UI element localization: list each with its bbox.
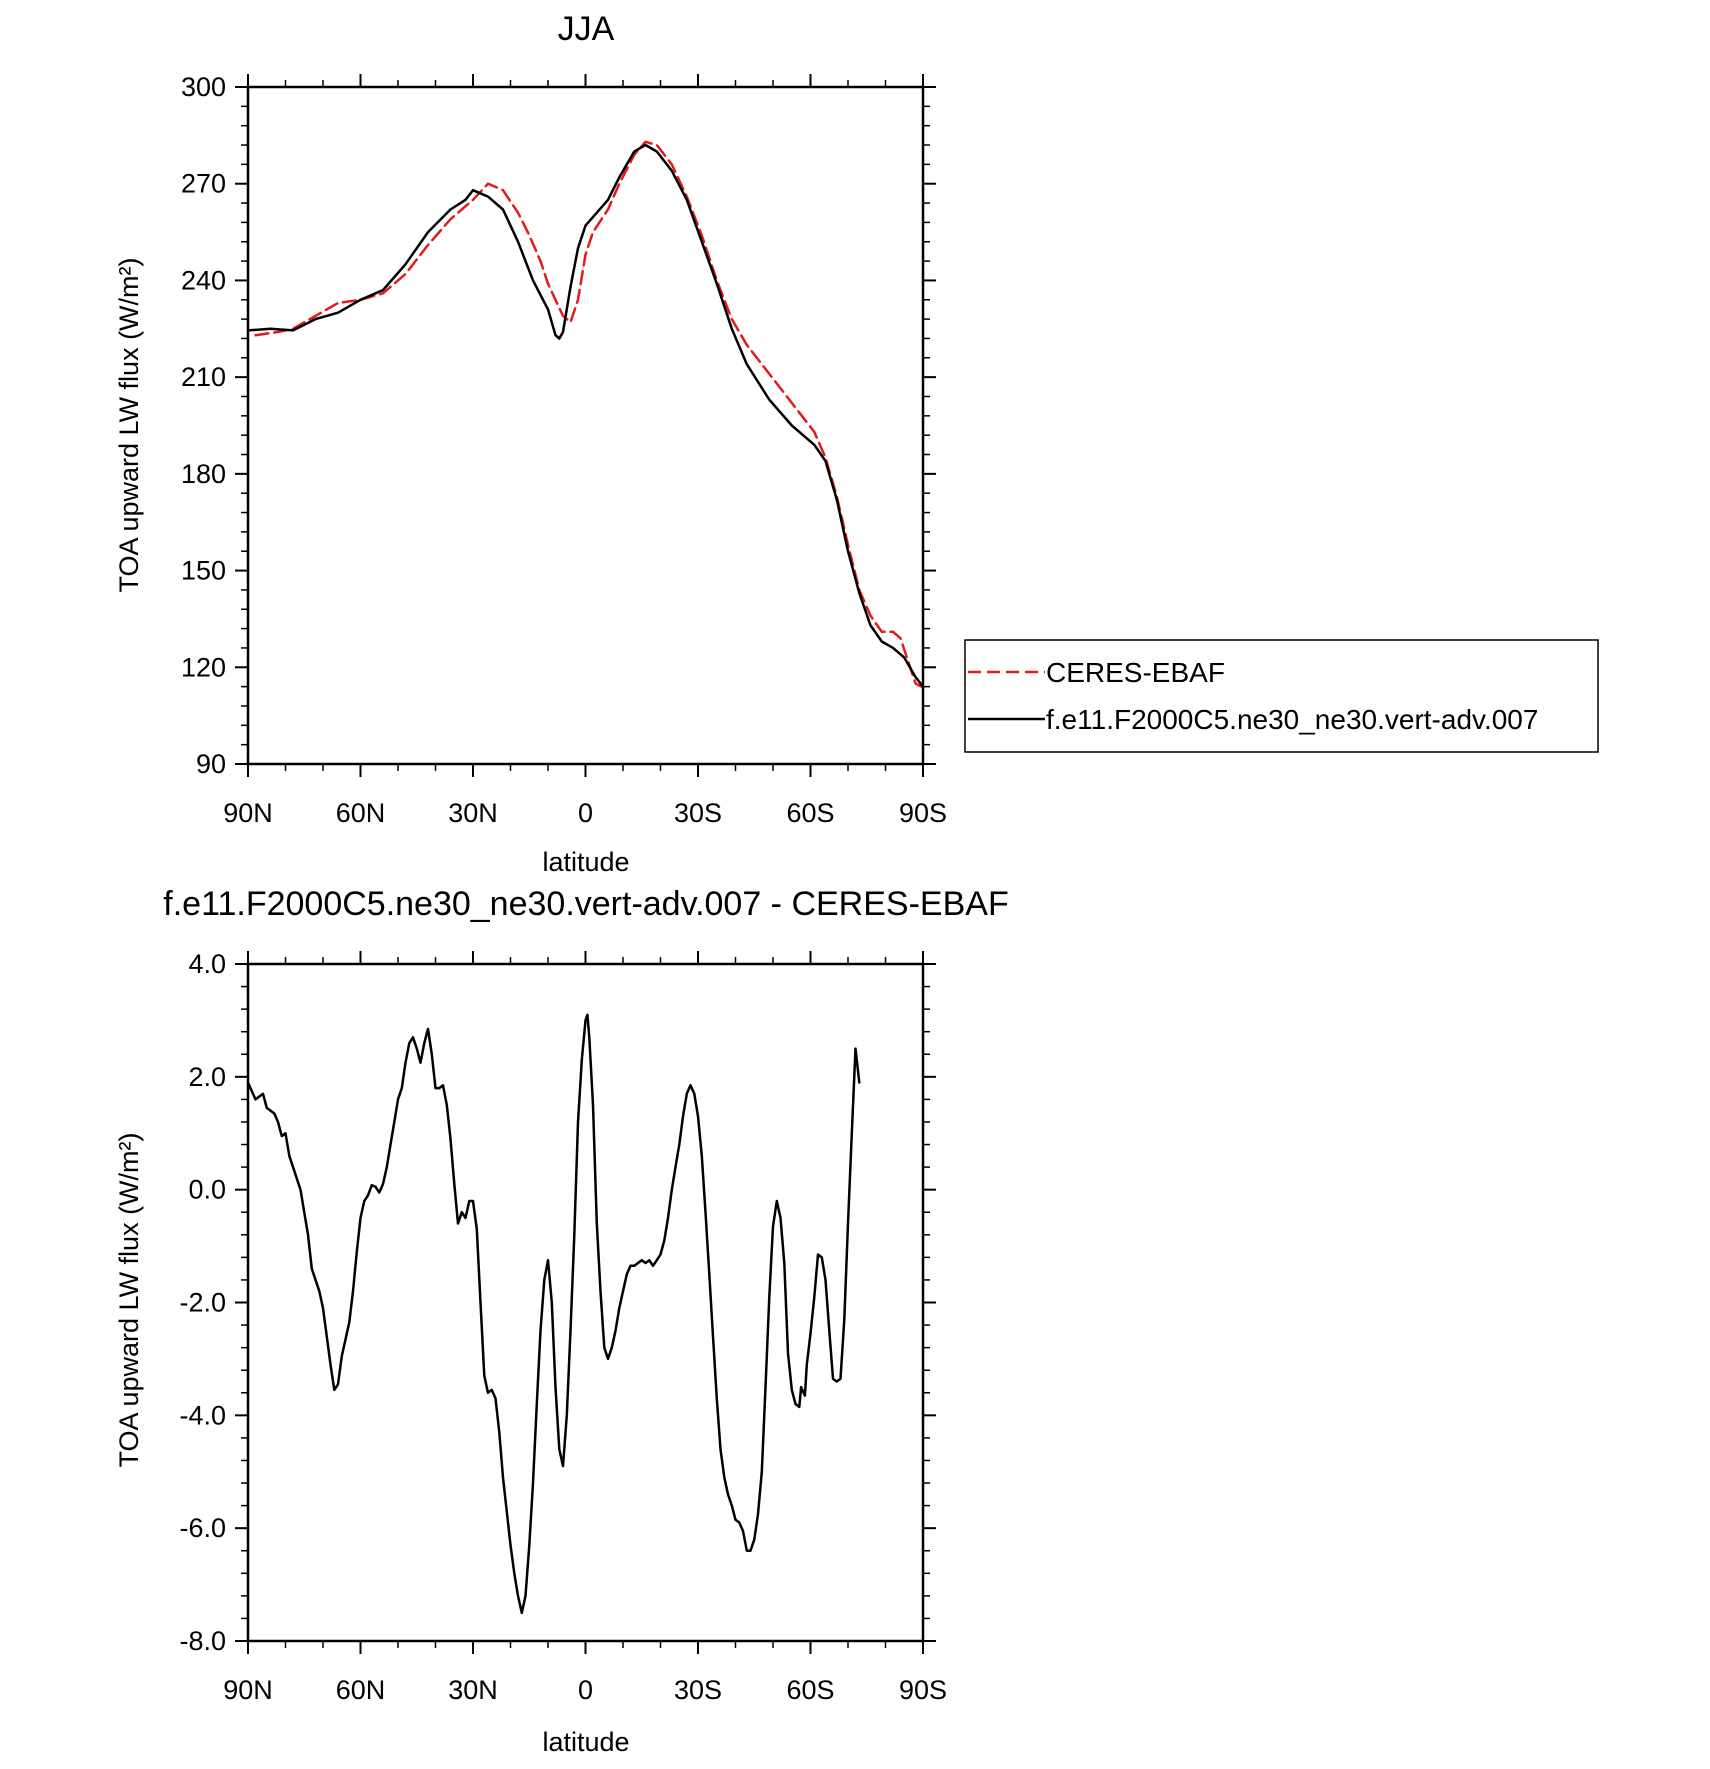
top-x-tick-label: 30S	[674, 798, 722, 828]
bottom-y-tick-label: -4.0	[179, 1400, 226, 1430]
top-x-tick-label: 90S	[899, 798, 947, 828]
bottom-x-tick-labels: 90N 60N 30N 0 30S 60S 90S	[223, 1675, 947, 1705]
top-y-tick-label: 150	[181, 556, 226, 586]
top-y-tick-label: 180	[181, 459, 226, 489]
bottom-axis-ticks	[235, 951, 936, 1654]
bottom-x-tick-label: 90N	[223, 1675, 273, 1705]
top-series-line-ceres	[254, 140, 923, 688]
top-chart-title: JJA	[558, 10, 615, 48]
bottom-x-tick-label: 90S	[899, 1675, 947, 1705]
top-x-tick-label: 60S	[786, 798, 834, 828]
bottom-y-tick-label: -8.0	[179, 1626, 226, 1656]
top-plot-frame	[246, 85, 925, 766]
bottom-y-tick-label: 2.0	[188, 1062, 226, 1092]
top-panel: JJA 90 120 150 180 210 240 270 300 90N 60N 30N 0 30…	[114, 10, 1599, 877]
top-y-tick-labels: 90 120 150 180 210 240 270 300	[181, 72, 226, 779]
top-series-line-model	[246, 143, 925, 688]
top-y-tick-label: 120	[181, 652, 226, 682]
top-series-lines	[246, 140, 925, 688]
top-y-tick-label: 300	[181, 72, 226, 102]
legend: CERES-EBAF f.e11.F2000C5.ne30_ne30.vert-…	[964, 639, 1599, 753]
bottom-y-axis-label: TOA upward LW flux (W/m²)	[114, 1132, 144, 1467]
bottom-y-tick-label: 4.0	[188, 949, 226, 979]
top-y-axis-label: TOA upward LW flux (W/m²)	[114, 257, 144, 592]
bottom-panel: f.e11.F2000C5.ne30_ne30.vert-adv.007 - C…	[114, 885, 1009, 1757]
top-x-tick-label: 60N	[336, 798, 386, 828]
bottom-x-tick-label: 0	[578, 1675, 593, 1705]
bottom-chart-title: f.e11.F2000C5.ne30_ne30.vert-adv.007 - C…	[163, 885, 1008, 923]
legend-box	[964, 639, 1599, 753]
top-x-tick-label: 90N	[223, 798, 273, 828]
top-axis-ticks	[235, 74, 936, 777]
legend-label-ceres: CERES-EBAF	[1046, 657, 1225, 688]
top-x-tick-labels: 90N 60N 30N 0 30S 60S 90S	[223, 798, 947, 828]
top-y-tick-label: 270	[181, 169, 226, 199]
bottom-x-tick-label: 30S	[674, 1675, 722, 1705]
bottom-y-tick-labels: -8.0 -6.0 -4.0 -2.0 0.0 2.0 4.0	[179, 949, 226, 1656]
bottom-y-tick-label: -2.0	[179, 1288, 226, 1318]
top-y-tick-label: 210	[181, 362, 226, 392]
bottom-y-tick-label: 0.0	[188, 1175, 226, 1205]
bottom-series-line-difference	[246, 1013, 861, 1615]
legend-label-model: f.e11.F2000C5.ne30_ne30.vert-adv.007	[1046, 704, 1538, 735]
bottom-series-lines	[246, 1013, 861, 1615]
bottom-y-tick-label: -6.0	[179, 1513, 226, 1543]
bottom-plot-frame	[246, 962, 925, 1643]
top-x-tick-label: 0	[578, 798, 593, 828]
top-x-tick-label: 30N	[448, 798, 498, 828]
bottom-x-axis-label: latitude	[542, 1727, 629, 1757]
top-y-tick-label: 90	[196, 749, 226, 779]
bottom-x-tick-label: 30N	[448, 1675, 498, 1705]
top-x-axis-label: latitude	[542, 847, 629, 877]
bottom-x-tick-label: 60N	[336, 1675, 386, 1705]
bottom-x-tick-label: 60S	[786, 1675, 834, 1705]
top-y-tick-label: 240	[181, 265, 226, 295]
